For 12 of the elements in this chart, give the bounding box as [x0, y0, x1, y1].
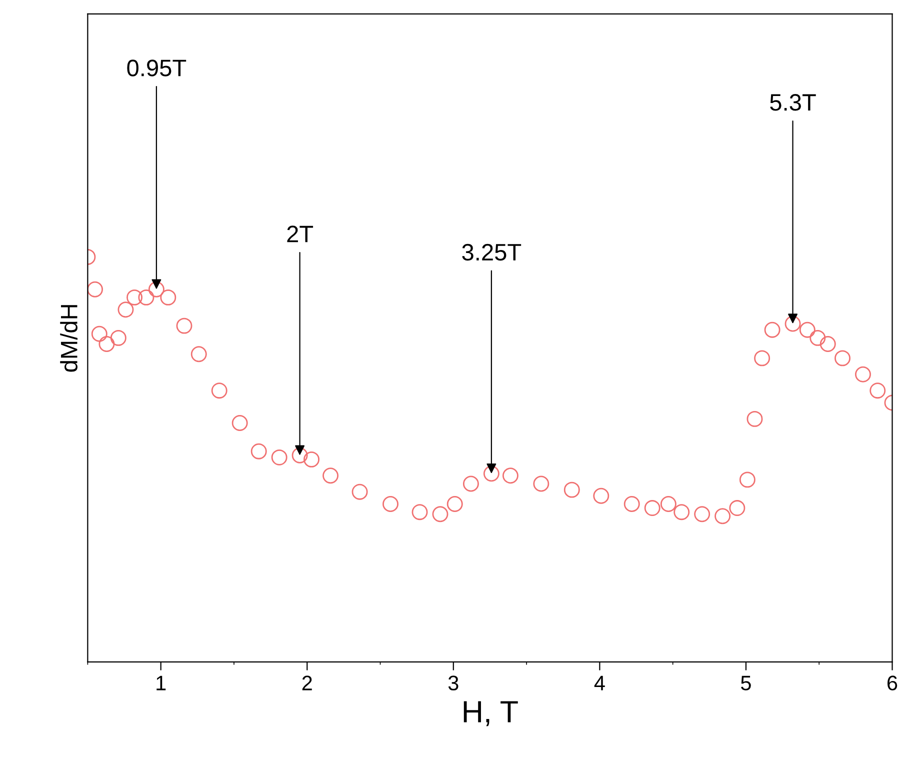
x-tick-label: 5	[741, 676, 751, 690]
y-axis-title: dM/dH	[60, 305, 78, 372]
annotation: 5.3T	[770, 94, 816, 111]
x-tick-label: 6	[888, 676, 898, 690]
x-tick-label: 3	[448, 676, 458, 690]
x-tick-label: 2	[302, 676, 312, 690]
x-axis-title: H, T	[464, 701, 518, 726]
annotation: 3.25T	[462, 244, 522, 261]
annotation: 0.95T	[127, 60, 186, 76]
x-tick-label: 4	[594, 676, 605, 690]
annotation: 2T	[287, 226, 314, 242]
x-tick-label: 1	[156, 676, 166, 690]
